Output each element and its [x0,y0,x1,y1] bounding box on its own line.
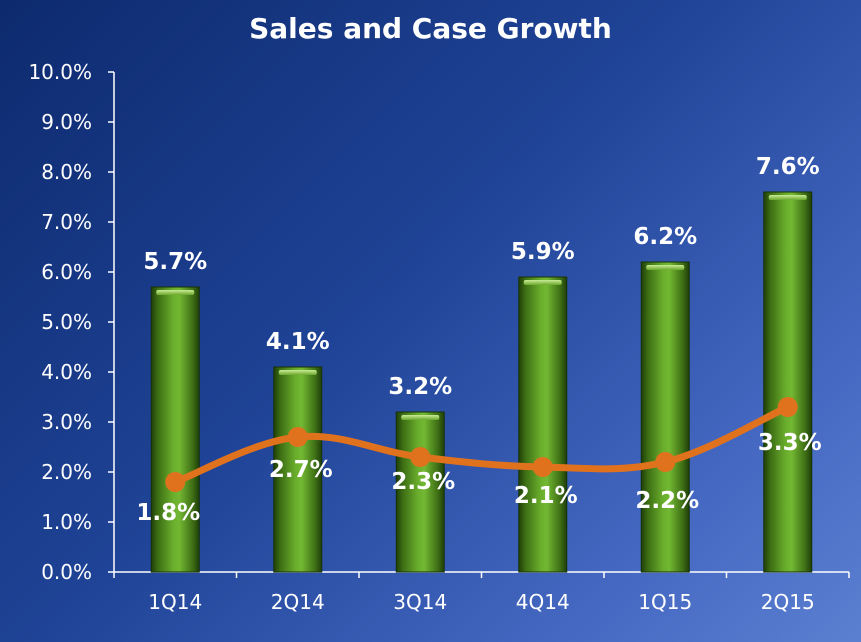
x-tick-label: 3Q14 [393,590,447,614]
bar [150,286,200,573]
bar-highlight [278,370,317,375]
line-point [165,472,186,492]
bar [640,261,690,573]
y-tick-label: 5.0% [41,310,92,334]
y-tick-label: 9.0% [41,110,92,134]
line-point [287,427,308,447]
line-point [655,452,676,472]
bar [518,276,568,573]
y-tick-label: 4.0% [41,360,92,384]
bar-value-label: 5.9% [511,239,575,265]
bar-highlight [768,195,807,200]
line-point [410,447,431,467]
y-tick-label: 2.0% [41,460,92,484]
y-tick-label: 8.0% [41,160,92,184]
bar-value-label: 6.2% [633,224,697,250]
bar-value-label: 7.6% [756,154,820,180]
bar [763,191,813,573]
bar [395,411,445,573]
y-tick-label: 7.0% [41,210,92,234]
bar-value-label: 5.7% [143,249,207,275]
line-value-label: 1.8% [136,500,200,526]
x-tick-label: 4Q14 [516,590,570,614]
y-tick-label: 10.0% [28,60,92,84]
bar-highlight [646,265,685,270]
line-value-label: 2.7% [269,457,333,483]
bar-value-label: 3.2% [388,374,452,400]
x-tick-label: 2Q14 [271,590,325,614]
line-point [777,397,798,417]
bar [273,366,323,573]
line-value-label: 3.3% [758,430,822,456]
bar-value-label: 4.1% [266,329,330,355]
case-growth-line [171,403,792,486]
line-value-label: 2.3% [391,469,455,495]
y-tick-label: 3.0% [41,410,92,434]
y-tick-label: 0.0% [41,560,92,584]
bar-highlight [401,415,440,420]
chart-title: Sales and Case Growth [249,12,612,45]
line-value-label: 2.1% [514,483,578,509]
y-tick-label: 1.0% [41,510,92,534]
x-tick-label: 1Q15 [638,590,692,614]
x-tick-label: 2Q15 [761,590,815,614]
x-tick-label: 1Q14 [148,590,202,614]
y-tick-label: 6.0% [41,260,92,284]
line-value-label: 2.2% [635,488,699,514]
line-point [532,457,553,477]
bar-highlight [523,280,562,285]
bar-highlight [156,290,195,295]
